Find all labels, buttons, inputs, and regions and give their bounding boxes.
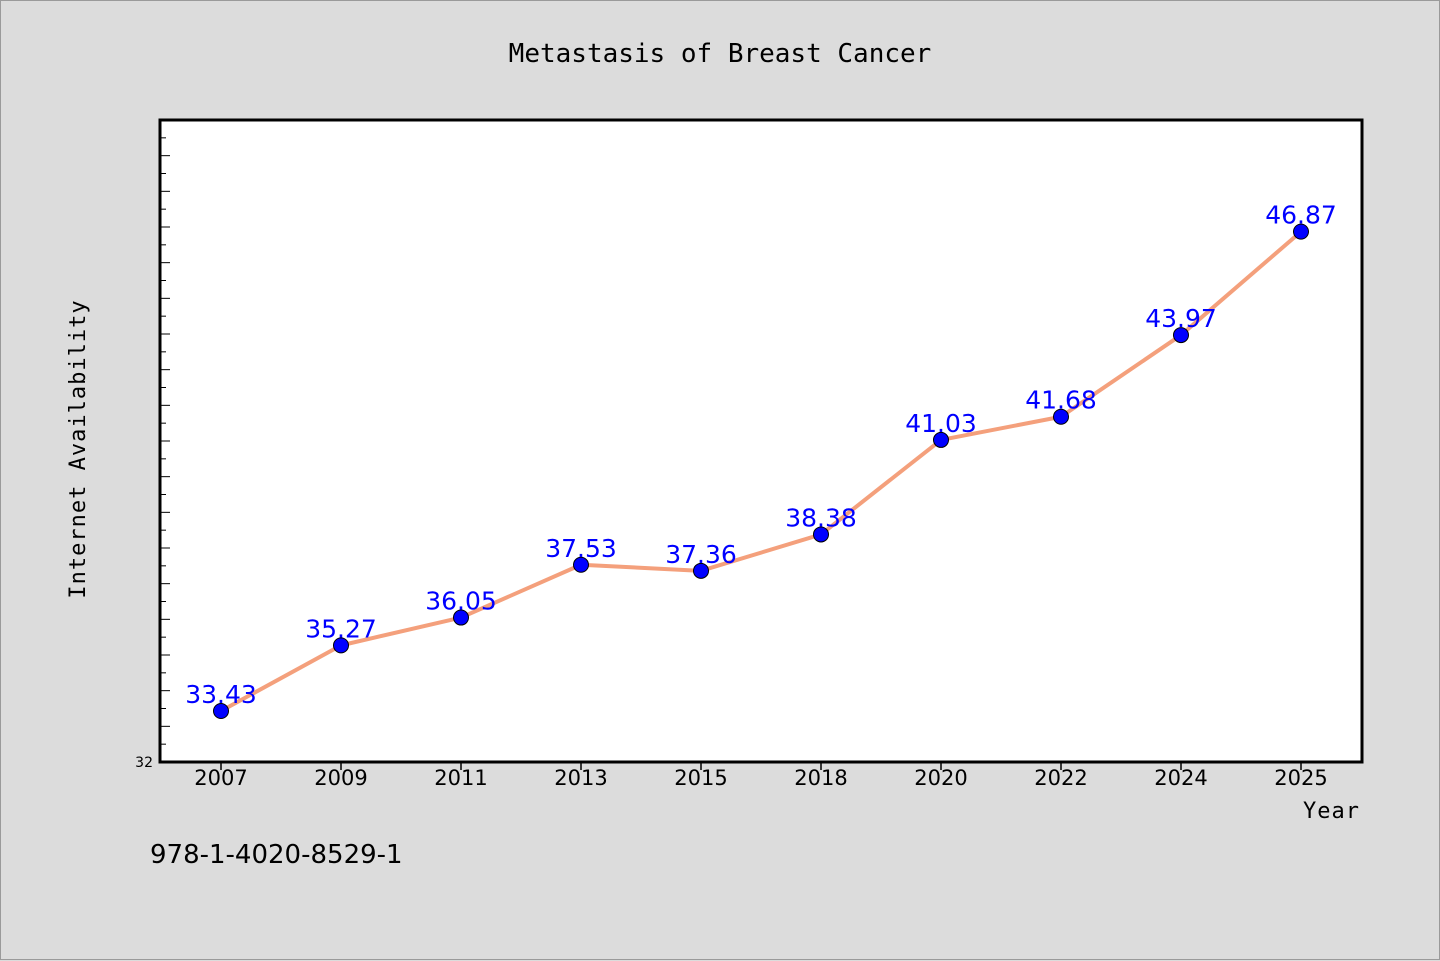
data-labels: 33.43 35.27 36.05 37.53 37.36 38.38 41.03 41.68… [185, 201, 1337, 709]
x-axis-label: Year [1303, 799, 1360, 824]
data-label: 33.43 [185, 680, 257, 709]
series-line-group [219, 229, 1303, 713]
footer-isbn: 978-1-4020-8529-1 [150, 840, 403, 870]
data-point [573, 556, 589, 573]
data-point [1173, 327, 1189, 344]
data-label: 36.05 [425, 587, 497, 616]
data-label: 41.03 [905, 409, 977, 438]
plot-area [158, 118, 1364, 764]
y-axis-label: Internet Availability [66, 299, 91, 598]
data-point [813, 526, 829, 543]
x-tick-label: 2020 [914, 766, 967, 790]
data-point [933, 431, 949, 448]
series-line [219, 229, 1303, 713]
data-markers [213, 223, 1309, 719]
y-axis-min-label: 32 [135, 755, 153, 771]
x-tick-label: 2022 [1034, 766, 1087, 790]
x-tick-label: 2015 [674, 766, 727, 790]
x-axis-ticks: 2007 2009 2011 2013 2015 2018 2020 2022 2024 2025 [194, 762, 1328, 790]
x-tick-label: 2009 [314, 766, 367, 790]
data-label: 41.68 [1025, 386, 1097, 415]
data-point [453, 609, 469, 626]
data-point [693, 562, 709, 579]
data-point [1293, 223, 1309, 240]
x-tick-label: 2007 [194, 766, 247, 790]
x-tick-label: 2024 [1154, 766, 1207, 790]
x-tick-label: 2011 [434, 766, 487, 790]
x-tick-label: 2013 [554, 766, 607, 790]
x-tick-label: 2025 [1274, 766, 1327, 790]
data-label: 43.97 [1145, 304, 1217, 333]
data-label: 35.27 [305, 614, 377, 643]
x-tick-label: 2018 [794, 766, 847, 790]
data-point [333, 637, 349, 654]
chart-title: Metastasis of Breast Cancer [509, 39, 932, 69]
data-point [213, 702, 229, 719]
data-label: 37.53 [545, 534, 617, 563]
data-label: 46.87 [1265, 201, 1337, 230]
data-label: 38.38 [785, 503, 857, 532]
data-point [1053, 408, 1069, 425]
y-axis-ticks [160, 137, 170, 745]
data-label: 37.36 [665, 540, 737, 569]
